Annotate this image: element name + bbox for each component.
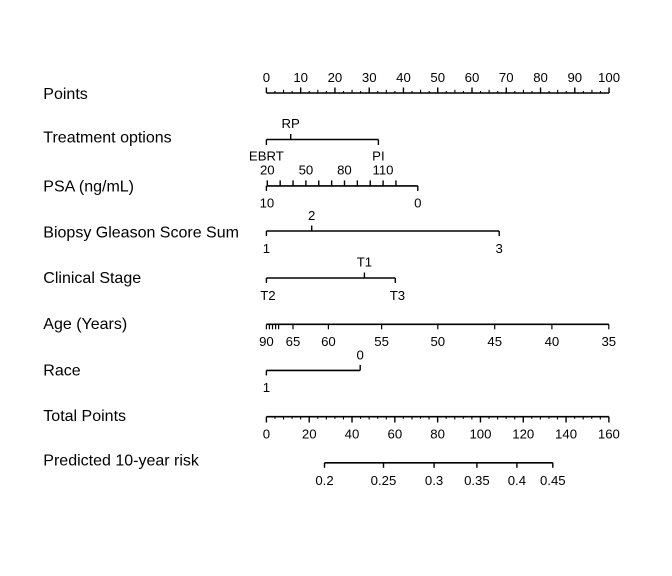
svg-text:0.4: 0.4 xyxy=(508,473,526,488)
svg-text:Biopsy Gleason Score Sum: Biopsy Gleason Score Sum xyxy=(43,225,239,242)
svg-text:100: 100 xyxy=(598,70,620,85)
svg-text:40: 40 xyxy=(396,70,411,85)
svg-text:3: 3 xyxy=(496,241,503,256)
svg-text:20: 20 xyxy=(260,163,275,178)
svg-text:T1: T1 xyxy=(357,254,372,269)
svg-text:Total Points: Total Points xyxy=(43,408,126,425)
svg-text:40: 40 xyxy=(545,334,560,349)
svg-text:EBRT: EBRT xyxy=(249,148,284,163)
svg-text:60: 60 xyxy=(321,334,336,349)
svg-text:45: 45 xyxy=(487,334,502,349)
svg-text:RP: RP xyxy=(282,116,301,131)
svg-text:100: 100 xyxy=(469,427,491,442)
svg-text:Treatment options: Treatment options xyxy=(43,130,171,147)
svg-text:80: 80 xyxy=(337,163,352,178)
svg-text:0.45: 0.45 xyxy=(540,473,566,488)
svg-text:0: 0 xyxy=(357,347,364,362)
svg-text:2: 2 xyxy=(308,208,315,223)
svg-text:90: 90 xyxy=(567,70,582,85)
svg-text:PSA (ng/mL): PSA (ng/mL) xyxy=(43,179,134,196)
svg-text:30: 30 xyxy=(362,70,377,85)
svg-text:0.2: 0.2 xyxy=(315,473,333,488)
svg-text:10: 10 xyxy=(293,70,308,85)
svg-text:T2: T2 xyxy=(260,288,275,303)
svg-text:65: 65 xyxy=(286,334,301,349)
svg-text:90: 90 xyxy=(259,334,274,349)
svg-text:110: 110 xyxy=(372,163,393,178)
svg-text:Clinical Stage: Clinical Stage xyxy=(43,270,141,287)
svg-text:140: 140 xyxy=(555,427,577,442)
svg-text:PI: PI xyxy=(372,148,384,163)
svg-text:60: 60 xyxy=(465,70,480,85)
svg-text:10: 10 xyxy=(260,196,275,211)
svg-text:0: 0 xyxy=(414,196,421,211)
svg-text:0: 0 xyxy=(263,427,270,442)
svg-text:50: 50 xyxy=(430,70,445,85)
svg-text:60: 60 xyxy=(387,427,402,442)
svg-text:0.35: 0.35 xyxy=(464,473,490,488)
svg-text:0.3: 0.3 xyxy=(425,473,443,488)
svg-text:80: 80 xyxy=(533,70,548,85)
svg-text:20: 20 xyxy=(302,427,317,442)
svg-text:1: 1 xyxy=(263,241,270,256)
svg-text:35: 35 xyxy=(601,334,616,349)
svg-text:T3: T3 xyxy=(390,288,405,303)
svg-text:80: 80 xyxy=(430,427,445,442)
svg-text:70: 70 xyxy=(499,70,514,85)
svg-text:160: 160 xyxy=(598,427,620,442)
svg-text:0.25: 0.25 xyxy=(371,473,397,488)
svg-text:Points: Points xyxy=(43,86,87,103)
svg-text:40: 40 xyxy=(345,427,360,442)
svg-text:0: 0 xyxy=(263,70,270,85)
svg-text:55: 55 xyxy=(374,334,389,349)
svg-text:1: 1 xyxy=(263,380,270,395)
svg-text:20: 20 xyxy=(328,70,343,85)
svg-text:50: 50 xyxy=(299,163,314,178)
svg-text:120: 120 xyxy=(512,427,534,442)
svg-text:Predicted 10-year risk: Predicted 10-year risk xyxy=(43,452,200,469)
svg-text:Race: Race xyxy=(43,362,80,379)
svg-text:50: 50 xyxy=(430,334,445,349)
svg-text:Age (Years): Age (Years) xyxy=(43,316,127,333)
